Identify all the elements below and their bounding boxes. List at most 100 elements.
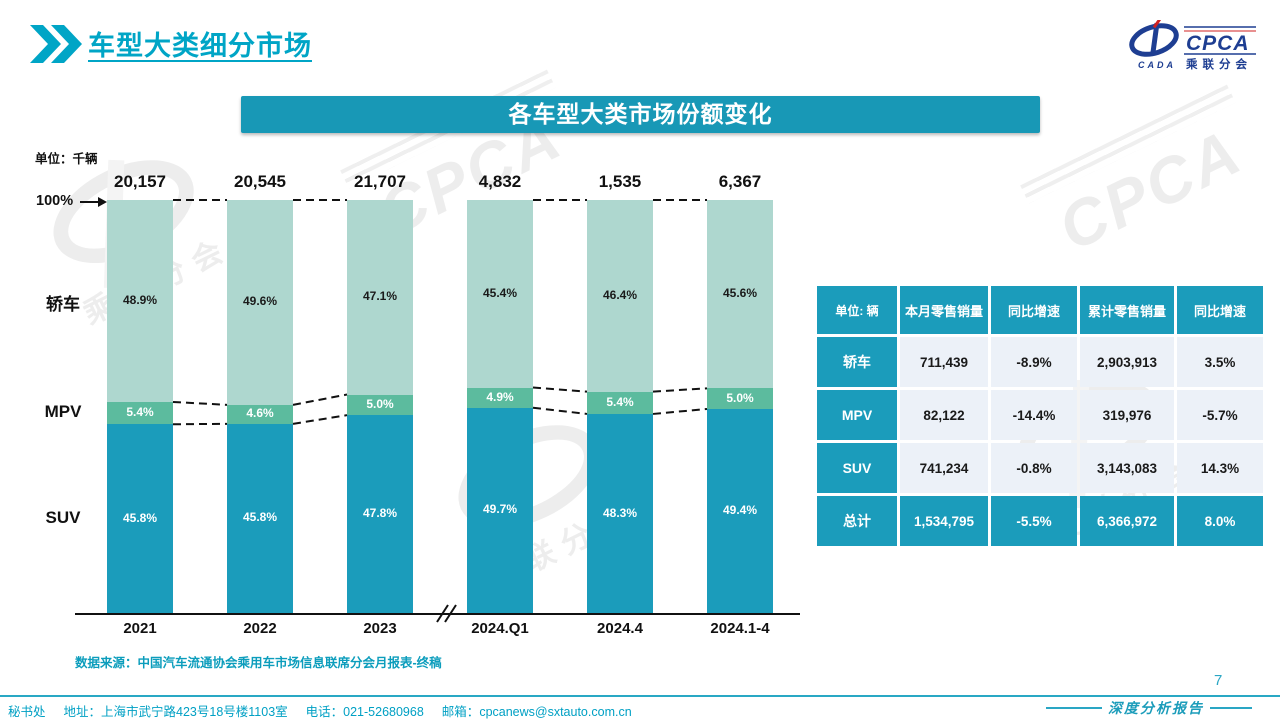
table-column-header: 同比增速 [1177,286,1263,334]
phone-text: 电话：021-52680968 [305,705,424,719]
page-title: 车型大类细分市场 [88,31,312,61]
bar-segment-MPV [107,401,173,425]
bar-segment-MPV [587,391,653,414]
table-row-label-MPV: MPV [817,390,897,440]
chart-unit-label: 单位：千辆 [35,152,98,166]
bar-segment-value: 45.4% [482,285,518,300]
table-cell: 319,976 [1080,390,1174,440]
bar-total-value: 4,832 [478,172,522,191]
table-unit-header: 单位: 辆 [817,286,897,334]
table-cell: -5.7% [1177,390,1263,440]
table-cell: -0.8% [991,443,1077,493]
bar-segment-轿车 [707,200,773,389]
bar-segment-value: 47.8% [362,505,398,520]
bar-segment-value: 48.9% [122,292,158,307]
bar-segment-轿车 [107,200,173,402]
table-cell: 82,122 [900,390,988,440]
bar-segment-MPV [707,388,773,409]
bar-segment-value: 5.4% [606,394,634,409]
series-label-轿车: 轿车 [46,294,80,314]
table-row-label-轿车: 轿车 [817,337,897,387]
address-text: 地址：上海市武宁路423号18号楼1103室 [63,705,288,719]
series-label-SUV: SUV [45,507,81,527]
cpca-logo: CADA CPCA 乘联分会 [1129,20,1256,71]
bar-segment-value: 5.0% [726,390,754,405]
bar-segment-SUV [227,423,293,613]
x-axis-label-2024.4: 2024.4 [597,620,643,637]
bar-total-value: 6,367 [718,172,762,191]
tagline-left-rule [1046,707,1102,709]
bar-total-value: 21,707 [354,172,406,191]
data-source-note: 数据来源：中国汽车流通协会乘用车市场信息联席分会月报表-终稿 [75,656,442,670]
x-axis-label-2024.1-4: 2024.1-4 [710,620,770,637]
bar-segment-value: 45.8% [122,510,158,525]
email-address: cpcanews@sxtauto.com.cn [479,705,632,719]
logo-cpca-text: CPCA [1186,32,1250,55]
bar-segment-value: 4.9% [486,389,514,404]
bar-segment-SUV [467,407,533,613]
table-cell: -8.9% [991,337,1077,387]
bar-segment-SUV [707,408,773,613]
axis-100-label: 100% [36,193,74,209]
bar-segment-轿车 [347,200,413,395]
logo-subtitle-text: 乘联分会 [1185,57,1252,71]
double-chevron-icon [30,24,82,63]
table-column-header: 累计零售销量 [1080,286,1174,334]
bar-segment-value: 5.0% [366,396,394,411]
table-cell: 2,903,913 [1080,337,1174,387]
page-number: 7 [1214,672,1223,689]
tagline-text: 深度分析报告 [1108,701,1204,717]
table-cell: 3,143,083 [1080,443,1174,493]
table-row-label-总计: 总计 [817,496,897,546]
bar-segment-SUV [587,413,653,614]
table-row-label-SUV: SUV [817,443,897,493]
bar-total-value: 20,157 [114,172,166,191]
bar-segment-value: 49.6% [242,294,278,309]
table-cell: -14.4% [991,390,1077,440]
x-axis-label-2023: 2023 [363,620,397,637]
table-cell: 8.0% [1177,496,1263,546]
x-axis-label-2022: 2022 [243,620,277,637]
table-cell: 741,234 [900,443,988,493]
bar-segment-value: 4.6% [246,406,274,421]
bar-segment-轿车 [587,200,653,392]
table-column-header: 同比增速 [991,286,1077,334]
table-cell: 1,534,795 [900,496,988,546]
bar-segment-value: 5.4% [126,405,154,420]
bar-segment-MPV [347,394,413,416]
bar-segment-MPV [227,404,293,424]
report-tagline: 深度分析报告 [1046,698,1252,718]
bar-segment-value: 45.6% [722,286,758,301]
bar-segment-轿车 [227,200,293,405]
header: 车型大类细分市场 [30,24,312,63]
bar-segment-SUV [107,424,173,614]
bar-segment-value: 49.7% [482,502,518,517]
table-cell: -5.5% [991,496,1077,546]
chart-title-banner: 各车型大类市场份额变化 [241,96,1040,133]
table-cell: 711,439 [900,337,988,387]
secretariat-label: 秘书处 [8,705,46,719]
contact-bar: 秘书处 地址：上海市武宁路423号18号楼1103室 电话：021-526809… [8,701,632,720]
x-axis-label-2021: 2021 [123,620,157,637]
bar-segment-SUV [347,415,413,613]
bar-segment-value: 48.3% [602,505,638,520]
bar-total-value: 20,545 [234,172,286,191]
x-axis-label-2024.Q1: 2024.Q1 [471,620,529,637]
bar-segment-value: 46.4% [602,287,638,302]
bar-segment-value: 47.1% [362,289,398,304]
footer-divider [0,695,1280,697]
series-label-MPV: MPV [44,402,82,422]
bar-segment-value: 45.8% [242,510,278,525]
bar-segment-value: 49.4% [722,502,758,517]
retail-sales-table: 单位: 辆本月零售销量 同比增速 累计零售销量 同比增速 轿车 711,439 -8.9% 2… [817,286,1263,546]
bar-segment-轿车 [467,200,533,388]
table-cell: 6,366,972 [1080,496,1174,546]
bar-total-value: 1,535 [598,172,642,191]
table-column-header: 本月零售销量 [900,286,988,334]
table-cell: 3.5% [1177,337,1263,387]
tagline-right-rule [1210,707,1252,709]
bar-segment-MPV [467,387,533,408]
